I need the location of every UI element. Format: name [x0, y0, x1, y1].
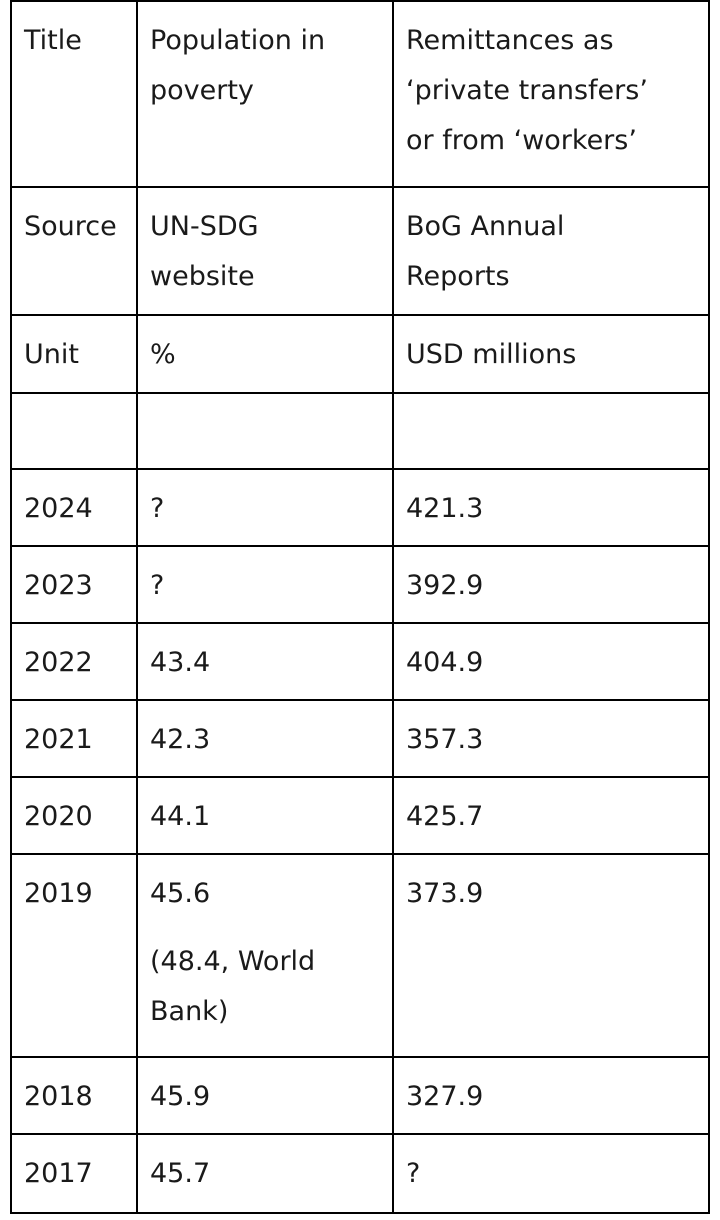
- source-poverty-line-1: UN-SDG: [150, 211, 259, 242]
- source-remittances-line-2: Reports: [406, 261, 510, 292]
- unit-remittances: USD millions: [406, 339, 577, 370]
- year-cell: 2018: [10, 1056, 138, 1135]
- poverty-remittances-table: Title Population in poverty Remittances …: [10, 0, 710, 1214]
- unit-label: Unit: [24, 339, 79, 370]
- blank-row: [10, 392, 710, 470]
- poverty-cell: ?: [136, 545, 394, 624]
- remittances-cell: 421.3: [392, 468, 710, 547]
- source-remittances-line-1: BoG Annual: [406, 211, 565, 242]
- table-row: 2020 44.1 425.7: [10, 776, 710, 855]
- source-remittances-cell: BoG Annual Reports: [392, 186, 710, 316]
- poverty-cell: 45.9: [136, 1056, 394, 1135]
- year-cell: 2020: [10, 776, 138, 855]
- blank-cell-2: [136, 392, 394, 470]
- table-row: 2019 45.6 (48.4, World Bank) 373.9: [10, 853, 710, 1058]
- title-remittances-line-1: Remittances as: [406, 25, 614, 56]
- year-cell: 2017: [10, 1133, 138, 1214]
- unit-label-cell: Unit: [10, 314, 138, 394]
- title-remittances-cell: Remittances as ‘private transfers’ or fr…: [392, 0, 710, 188]
- year-cell: 2023: [10, 545, 138, 624]
- remittances-cell: 357.3: [392, 699, 710, 778]
- remittances-cell: 404.9: [392, 622, 710, 701]
- unit-poverty: %: [150, 339, 176, 370]
- table-row: 2023 ? 392.9: [10, 545, 710, 624]
- remittances-cell: 425.7: [392, 776, 710, 855]
- title-poverty-cell: Population in poverty: [136, 0, 394, 188]
- year-cell: 2024: [10, 468, 138, 547]
- remittances-cell: 373.9: [392, 853, 710, 1058]
- poverty-cell: ?: [136, 468, 394, 547]
- table-row: 2018 45.9 327.9: [10, 1056, 710, 1135]
- title-poverty-line-2: poverty: [150, 75, 254, 106]
- remittances-cell: 392.9: [392, 545, 710, 624]
- table-row: 2024 ? 421.3: [10, 468, 710, 547]
- source-poverty-line-2: website: [150, 261, 255, 292]
- source-label: Source: [24, 211, 117, 242]
- blank-cell-1: [10, 392, 138, 470]
- year-cell: 2022: [10, 622, 138, 701]
- poverty-note: (48.4, World Bank): [150, 937, 380, 1037]
- unit-row: Unit % USD millions: [10, 314, 710, 394]
- source-row: Source UN-SDG website BoG Annual Reports: [10, 186, 710, 316]
- title-remittances-line-2: ‘private transfers’: [406, 75, 648, 106]
- unit-poverty-cell: %: [136, 314, 394, 394]
- poverty-note-line-2: Bank): [150, 996, 229, 1027]
- title-remittances-line-3: or from ‘workers’: [406, 125, 637, 156]
- blank-cell-3: [392, 392, 710, 470]
- poverty-cell: 43.4: [136, 622, 394, 701]
- title-label-cell: Title: [10, 0, 138, 188]
- poverty-cell: 45.6 (48.4, World Bank): [136, 853, 394, 1058]
- poverty-value: 45.6: [150, 878, 211, 909]
- poverty-cell: 45.7: [136, 1133, 394, 1214]
- year-cell: 2019: [10, 853, 138, 1058]
- title-poverty-line-1: Population in: [150, 25, 326, 56]
- title-label: Title: [24, 25, 82, 56]
- remittances-cell: ?: [392, 1133, 710, 1214]
- table-row: 2017 45.7 ?: [10, 1133, 710, 1214]
- unit-remittances-cell: USD millions: [392, 314, 710, 394]
- source-poverty-cell: UN-SDG website: [136, 186, 394, 316]
- title-row: Title Population in poverty Remittances …: [10, 0, 710, 188]
- table-row: 2022 43.4 404.9: [10, 622, 710, 701]
- table-row: 2021 42.3 357.3: [10, 699, 710, 778]
- source-label-cell: Source: [10, 186, 138, 316]
- poverty-cell: 44.1: [136, 776, 394, 855]
- remittances-cell: 327.9: [392, 1056, 710, 1135]
- poverty-note-line-1: (48.4, World: [150, 946, 316, 977]
- poverty-cell: 42.3: [136, 699, 394, 778]
- year-cell: 2021: [10, 699, 138, 778]
